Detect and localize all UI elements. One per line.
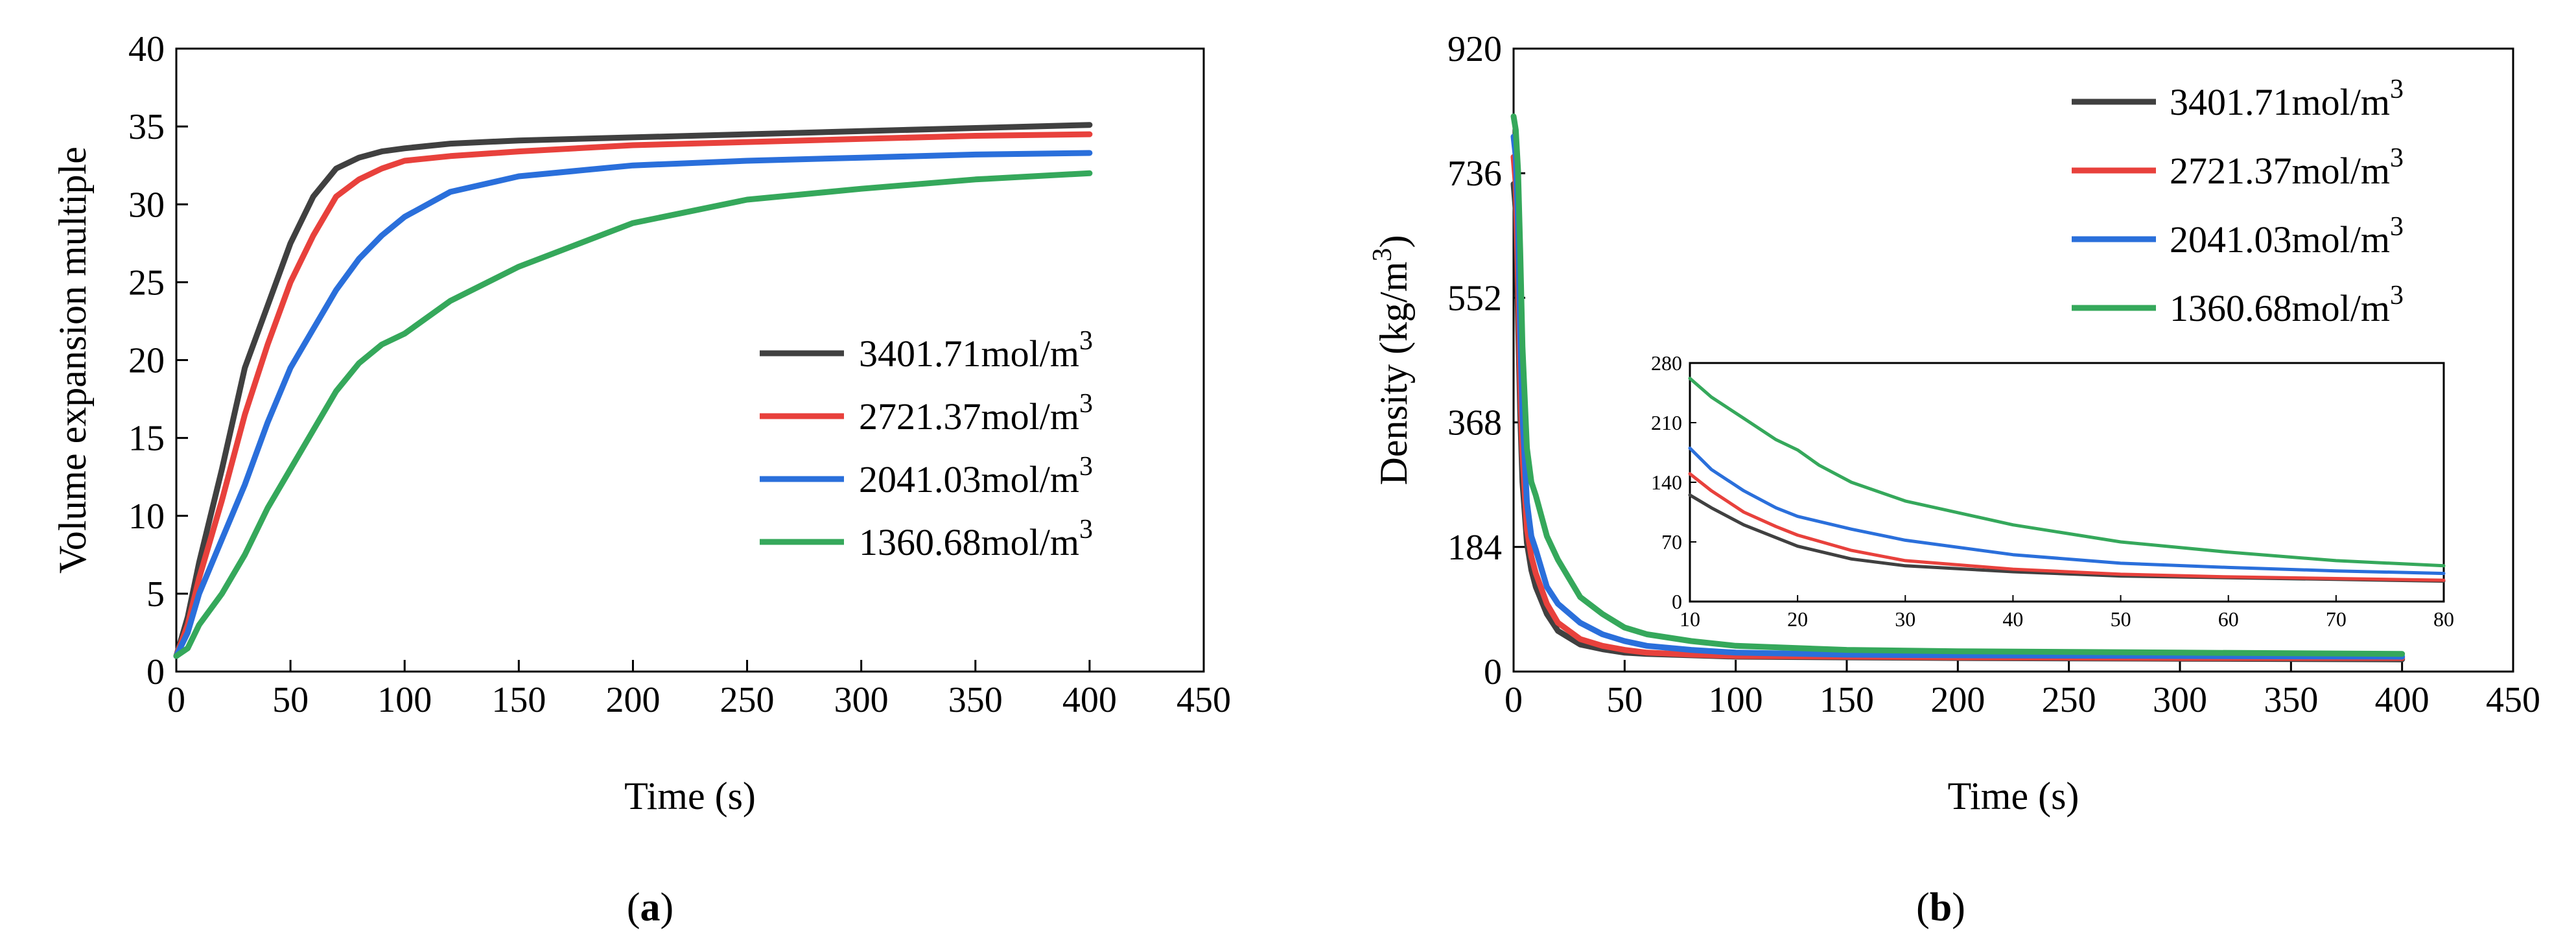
b-x-tick-label: 400: [2375, 680, 2430, 720]
b-y-axis-label: Density (kg/m3): [1368, 235, 1415, 486]
b-legend-label: 3401.71mol/m3: [2170, 75, 2404, 123]
b-x-tick-label: 300: [2153, 680, 2207, 720]
panel-a-chart: 0 50 100 150 200 250 300 350 400 450 0 5 10 15 20 25 30 3…: [51, 29, 1231, 817]
a-series-line-3401_71: [173, 122, 1093, 659]
a-legend-superscript: 3: [1079, 452, 1093, 482]
b-inset-x-tick-label: 80: [2433, 607, 2454, 631]
b-legend-label: 1360.68mol/m3: [2170, 281, 2404, 329]
b-plot-frame: [1512, 47, 2514, 673]
a-legend-label: 1360.68mol/m3: [859, 515, 1093, 563]
b-inset-x-tick-label: 30: [1895, 607, 1915, 631]
b-x-axis-label: Time (s): [1948, 775, 2079, 817]
a-series-line-2721_37: [173, 131, 1093, 659]
a-series-line-2041_03: [173, 150, 1093, 659]
b-legend-superscript: 3: [2390, 75, 2404, 104]
b-legend-superscript: 3: [2390, 281, 2404, 310]
a-series-line-1360_68: [173, 170, 1093, 659]
b-x-tick-label: 0: [1505, 680, 1523, 720]
b-inset-x-tick-label: 60: [2218, 607, 2239, 631]
b-x-tick-label: 50: [1606, 680, 1643, 720]
b-y-tick-label: 736: [1447, 154, 1502, 194]
a-legend-label: 2041.03mol/m3: [859, 452, 1093, 500]
b-y-tick-label: 368: [1447, 403, 1502, 443]
a-y-axis-label: Volume expansion multiple: [51, 146, 94, 574]
b-inset-series-line-2041_03: [1688, 446, 2446, 576]
b-inset-x-tick-label: 20: [1787, 607, 1808, 631]
a-x-tick-label: 200: [605, 680, 660, 720]
b-legend-label: 2721.37mol/m3: [2170, 143, 2404, 192]
a-y-tick-label: 25: [128, 263, 165, 303]
panel-b-label: (b): [1916, 885, 1965, 930]
panel-a-label: (a): [627, 885, 673, 930]
a-x-tick-label: 300: [834, 680, 889, 720]
a-y-tick-label: 15: [128, 419, 165, 459]
b-inset-y-tick-label: 70: [1661, 530, 1682, 554]
b-inset-x-tick-label: 10: [1680, 607, 1700, 631]
a-y-tick-label: 40: [128, 29, 165, 69]
a-x-tick-label: 150: [491, 680, 546, 720]
b-inset-background: [1690, 363, 2444, 602]
b-x-tick-label: 100: [1709, 680, 1763, 720]
b-inset-y-tick-label: 140: [1651, 471, 1682, 494]
a-y-tick-label: 20: [128, 341, 165, 381]
b-x-tick-label: 350: [2264, 680, 2318, 720]
b-legend-superscript: 3: [2390, 143, 2404, 173]
b-y-tick-label: 552: [1447, 278, 1502, 318]
a-x-tick-label: 400: [1062, 680, 1117, 720]
b-x-tick-label: 450: [2486, 680, 2540, 720]
b-legend-superscript: 3: [2390, 212, 2404, 242]
b-inset-x-tick-label: 70: [2326, 607, 2347, 631]
panel-b-chart: 0 50 100 150 200 250 300 350 400 4500184368552736…: [1368, 29, 2540, 817]
a-y-tick-label: 35: [128, 107, 165, 147]
a-legend-label: 2721.37mol/m3: [859, 389, 1093, 438]
b-y-tick-label: 920: [1447, 29, 1502, 69]
b-x-tick-label: 150: [1820, 680, 1874, 720]
b-legend-label: 2041.03mol/m3: [2170, 212, 2404, 261]
a-x-tick-label: 350: [948, 680, 1003, 720]
a-x-tick-label: 0: [167, 680, 185, 720]
b-inset-series-line-1360_68: [1688, 377, 2446, 568]
a-x-tick-label: 250: [720, 680, 775, 720]
a-legend-label: 3401.71mol/m3: [859, 326, 1093, 375]
a-legend-superscript: 3: [1079, 326, 1093, 356]
b-inset-chart: 10 20 30 40 50 60 70 80 0 70 140 210 280: [1651, 351, 2454, 631]
b-y-axis-label-superscript: 3: [1368, 248, 1398, 262]
a-y-tick-label: 5: [146, 574, 165, 615]
a-y-tick-label: 0: [146, 652, 165, 692]
a-x-axis-label: Time (s): [624, 775, 756, 817]
a-x-tick-label: 450: [1177, 680, 1231, 720]
b-y-tick-label: 184: [1447, 528, 1502, 568]
b-y-axis-label-end: ): [1372, 235, 1415, 248]
b-x-tick-label: 250: [2042, 680, 2096, 720]
b-inset-y-tick-label: 210: [1651, 411, 1682, 434]
a-legend-superscript: 3: [1079, 515, 1093, 545]
b-inset-y-tick-label: 280: [1651, 351, 1682, 375]
b-x-tick-label: 200: [1930, 680, 1985, 720]
b-inset-x-tick-label: 40: [2002, 607, 2023, 631]
b-y-tick-label: 0: [1484, 652, 1502, 692]
a-y-tick-label: 30: [128, 185, 165, 225]
b-inset-x-tick-label: 50: [2111, 607, 2131, 631]
b-inset-y-tick-label: 0: [1672, 590, 1682, 613]
a-y-tick-label: 10: [128, 497, 165, 537]
a-x-tick-label: 100: [377, 680, 432, 720]
a-x-tick-label: 50: [272, 680, 309, 720]
b-inset-series-line-2721_37: [1688, 472, 2446, 582]
a-legend-superscript: 3: [1079, 389, 1093, 419]
b-series-line-1360_68: [1510, 113, 2406, 657]
